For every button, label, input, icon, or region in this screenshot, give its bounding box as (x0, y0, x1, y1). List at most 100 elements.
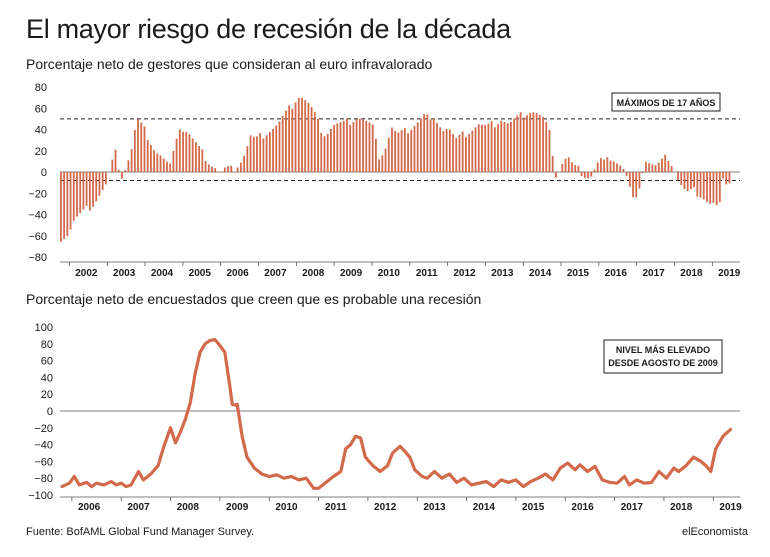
c1-bar (635, 172, 638, 198)
c1-bar (654, 165, 657, 172)
c1-bar (140, 122, 143, 172)
c2-annotation-box: NIVEL MÁS ELEVADO DESDE AGOSTO DE 2009 (603, 339, 723, 374)
c1-bar (555, 172, 557, 178)
c1-bar (593, 169, 596, 172)
c1-bar (313, 112, 316, 172)
c1-bar (198, 146, 201, 172)
c1-bar (461, 131, 464, 172)
c1-bar (648, 163, 651, 172)
c1-bar (526, 115, 528, 172)
chart-title: El mayor riesgo de recesión de la década (26, 14, 511, 44)
c1-bar (407, 133, 409, 172)
c1-bar (477, 124, 480, 172)
c1-bar (230, 165, 233, 172)
c1-bar (420, 118, 422, 172)
c1-bar (150, 145, 152, 172)
c1-bar (468, 133, 471, 172)
c1-bar (217, 172, 220, 173)
c1-xtick-2008: 2008 (302, 268, 325, 279)
c1-bar (529, 112, 532, 172)
c1-bar (358, 118, 361, 172)
c1-bar (85, 172, 88, 206)
c1-bar (516, 115, 519, 172)
c1-bar (397, 132, 400, 172)
c2-annotation-line-2: DESDE AGOSTO DE 2009 (608, 358, 718, 368)
c1-xtick-2010: 2010 (378, 268, 401, 279)
c1-bar (664, 154, 667, 172)
c1-bar (156, 153, 159, 172)
c2-ytick-4: 20 (41, 389, 53, 401)
c2-xtick-2009: 2009 (226, 502, 249, 513)
c1-bar (233, 172, 236, 173)
c1-bar (114, 149, 117, 172)
c1-bar (535, 113, 538, 172)
c1-bar (628, 172, 631, 187)
c1-bar (79, 172, 82, 214)
c1-xtick-2004: 2004 (151, 268, 174, 279)
c1-bar (236, 167, 239, 172)
c1-xtick-2002: 2002 (75, 268, 98, 279)
c1-bar (683, 172, 686, 189)
c1-bar (699, 172, 702, 198)
c1-bar (690, 172, 692, 190)
c1-bar (413, 126, 416, 172)
c1-bar (101, 172, 104, 191)
c1-bar (204, 161, 207, 172)
c1-bar (458, 134, 461, 172)
c1-bar (403, 127, 406, 172)
c1-bar (281, 116, 284, 172)
c1-bar (291, 108, 294, 172)
c1-bar (130, 149, 133, 172)
c1-bar (567, 157, 570, 172)
c1-bar (259, 133, 262, 172)
c2-xtick-2016: 2016 (571, 502, 594, 513)
c1-bar (619, 165, 622, 172)
c2-xtick-2008: 2008 (177, 502, 200, 513)
c1-bar (651, 164, 654, 172)
c2-ytick-8: −60 (34, 456, 53, 468)
c1-xtick-2015: 2015 (567, 268, 590, 279)
c1-bar (580, 172, 583, 177)
c1-bar (661, 158, 663, 172)
c1-bar (191, 138, 194, 172)
chart2-title: Porcentaje neto de encuestados que creen… (26, 291, 482, 307)
c1-bar (706, 172, 708, 203)
c1-ytick-6: −40 (28, 210, 47, 222)
c1-bar (127, 160, 130, 172)
c2-xtick-2006: 2006 (78, 502, 101, 513)
c1-bar (275, 125, 278, 172)
c2-xtick-2017: 2017 (621, 502, 644, 513)
c1-bar (583, 172, 586, 179)
c2-xtick-2011: 2011 (325, 502, 347, 513)
c1-bar (436, 122, 438, 172)
c1-bar (558, 172, 561, 173)
c1-ytick-4: 0 (41, 167, 47, 179)
c1-bar (243, 155, 246, 172)
c1-bar (108, 172, 111, 173)
c1-bar (481, 124, 483, 172)
c1-bar (285, 110, 287, 172)
c1-bar (590, 172, 593, 177)
c1-bar (574, 164, 577, 172)
c1-bar (722, 172, 724, 179)
c1-bar (693, 172, 696, 188)
c1-bar (455, 138, 458, 172)
c1-bar (262, 138, 265, 172)
c1-bar (111, 159, 114, 172)
c1-bar (249, 135, 252, 172)
c1-ytick-0: 80 (35, 82, 47, 94)
c2-ytick-10: −100 (28, 490, 53, 502)
recession-probability-line-chart: 100 80 60 40 20 0 −20 −40 −60 −80 −100 2006 2007 2008… (28, 322, 742, 513)
c1-bar (448, 129, 451, 172)
c1-bar (728, 172, 731, 184)
c1-bar (69, 172, 72, 230)
c1-bar (484, 124, 487, 172)
c1-bar (146, 140, 149, 172)
c1-bar (600, 158, 602, 172)
c1-bar (416, 122, 419, 172)
c1-bar (185, 132, 188, 172)
c1-bar (307, 102, 310, 172)
c1-bar (445, 129, 448, 172)
c1-bar (82, 172, 85, 210)
c1-bar (718, 172, 721, 203)
